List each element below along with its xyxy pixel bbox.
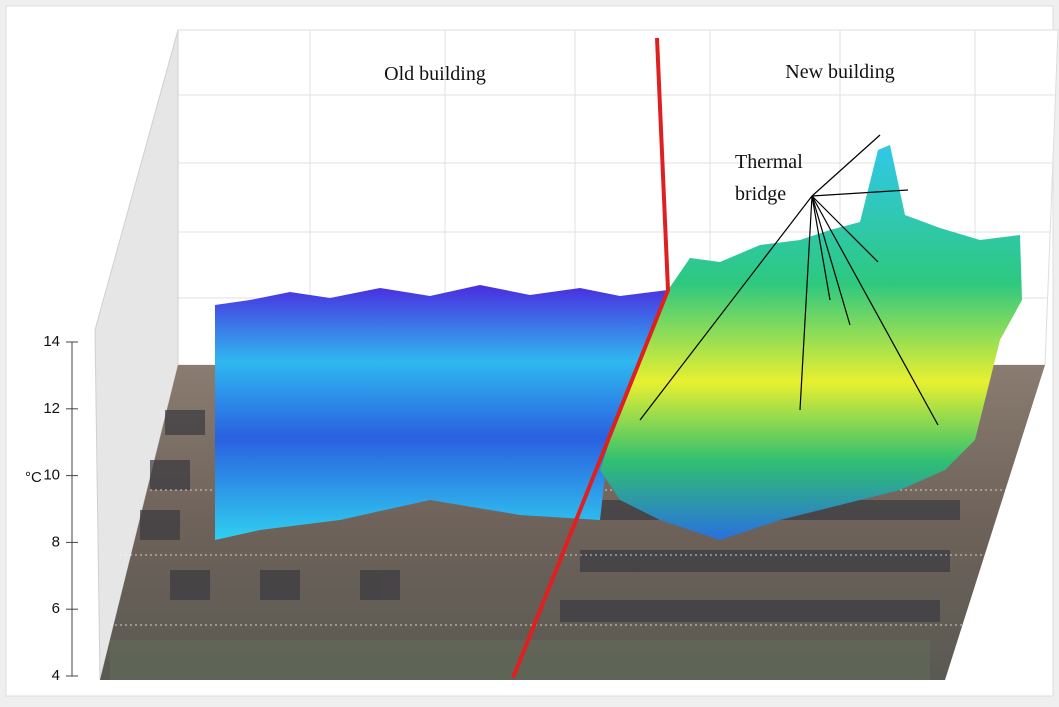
z-tick-label: 12	[43, 400, 60, 417]
surface-old	[215, 285, 668, 540]
chart: Old building New building Thermal bridge…	[0, 0, 1059, 702]
z-tick-label: 10	[43, 467, 60, 484]
new-building-label: New building	[785, 61, 894, 83]
z-tick-label: 4	[52, 667, 60, 684]
old-building-label: Old building	[384, 63, 486, 85]
z-axis-label: °C	[25, 469, 42, 486]
z-tick-label: 6	[52, 600, 60, 617]
z-tick-label: 14	[43, 333, 60, 350]
callout-label: bridge	[735, 183, 786, 205]
z-tick-label: 8	[52, 533, 60, 550]
callout-label: Thermal	[735, 151, 803, 173]
